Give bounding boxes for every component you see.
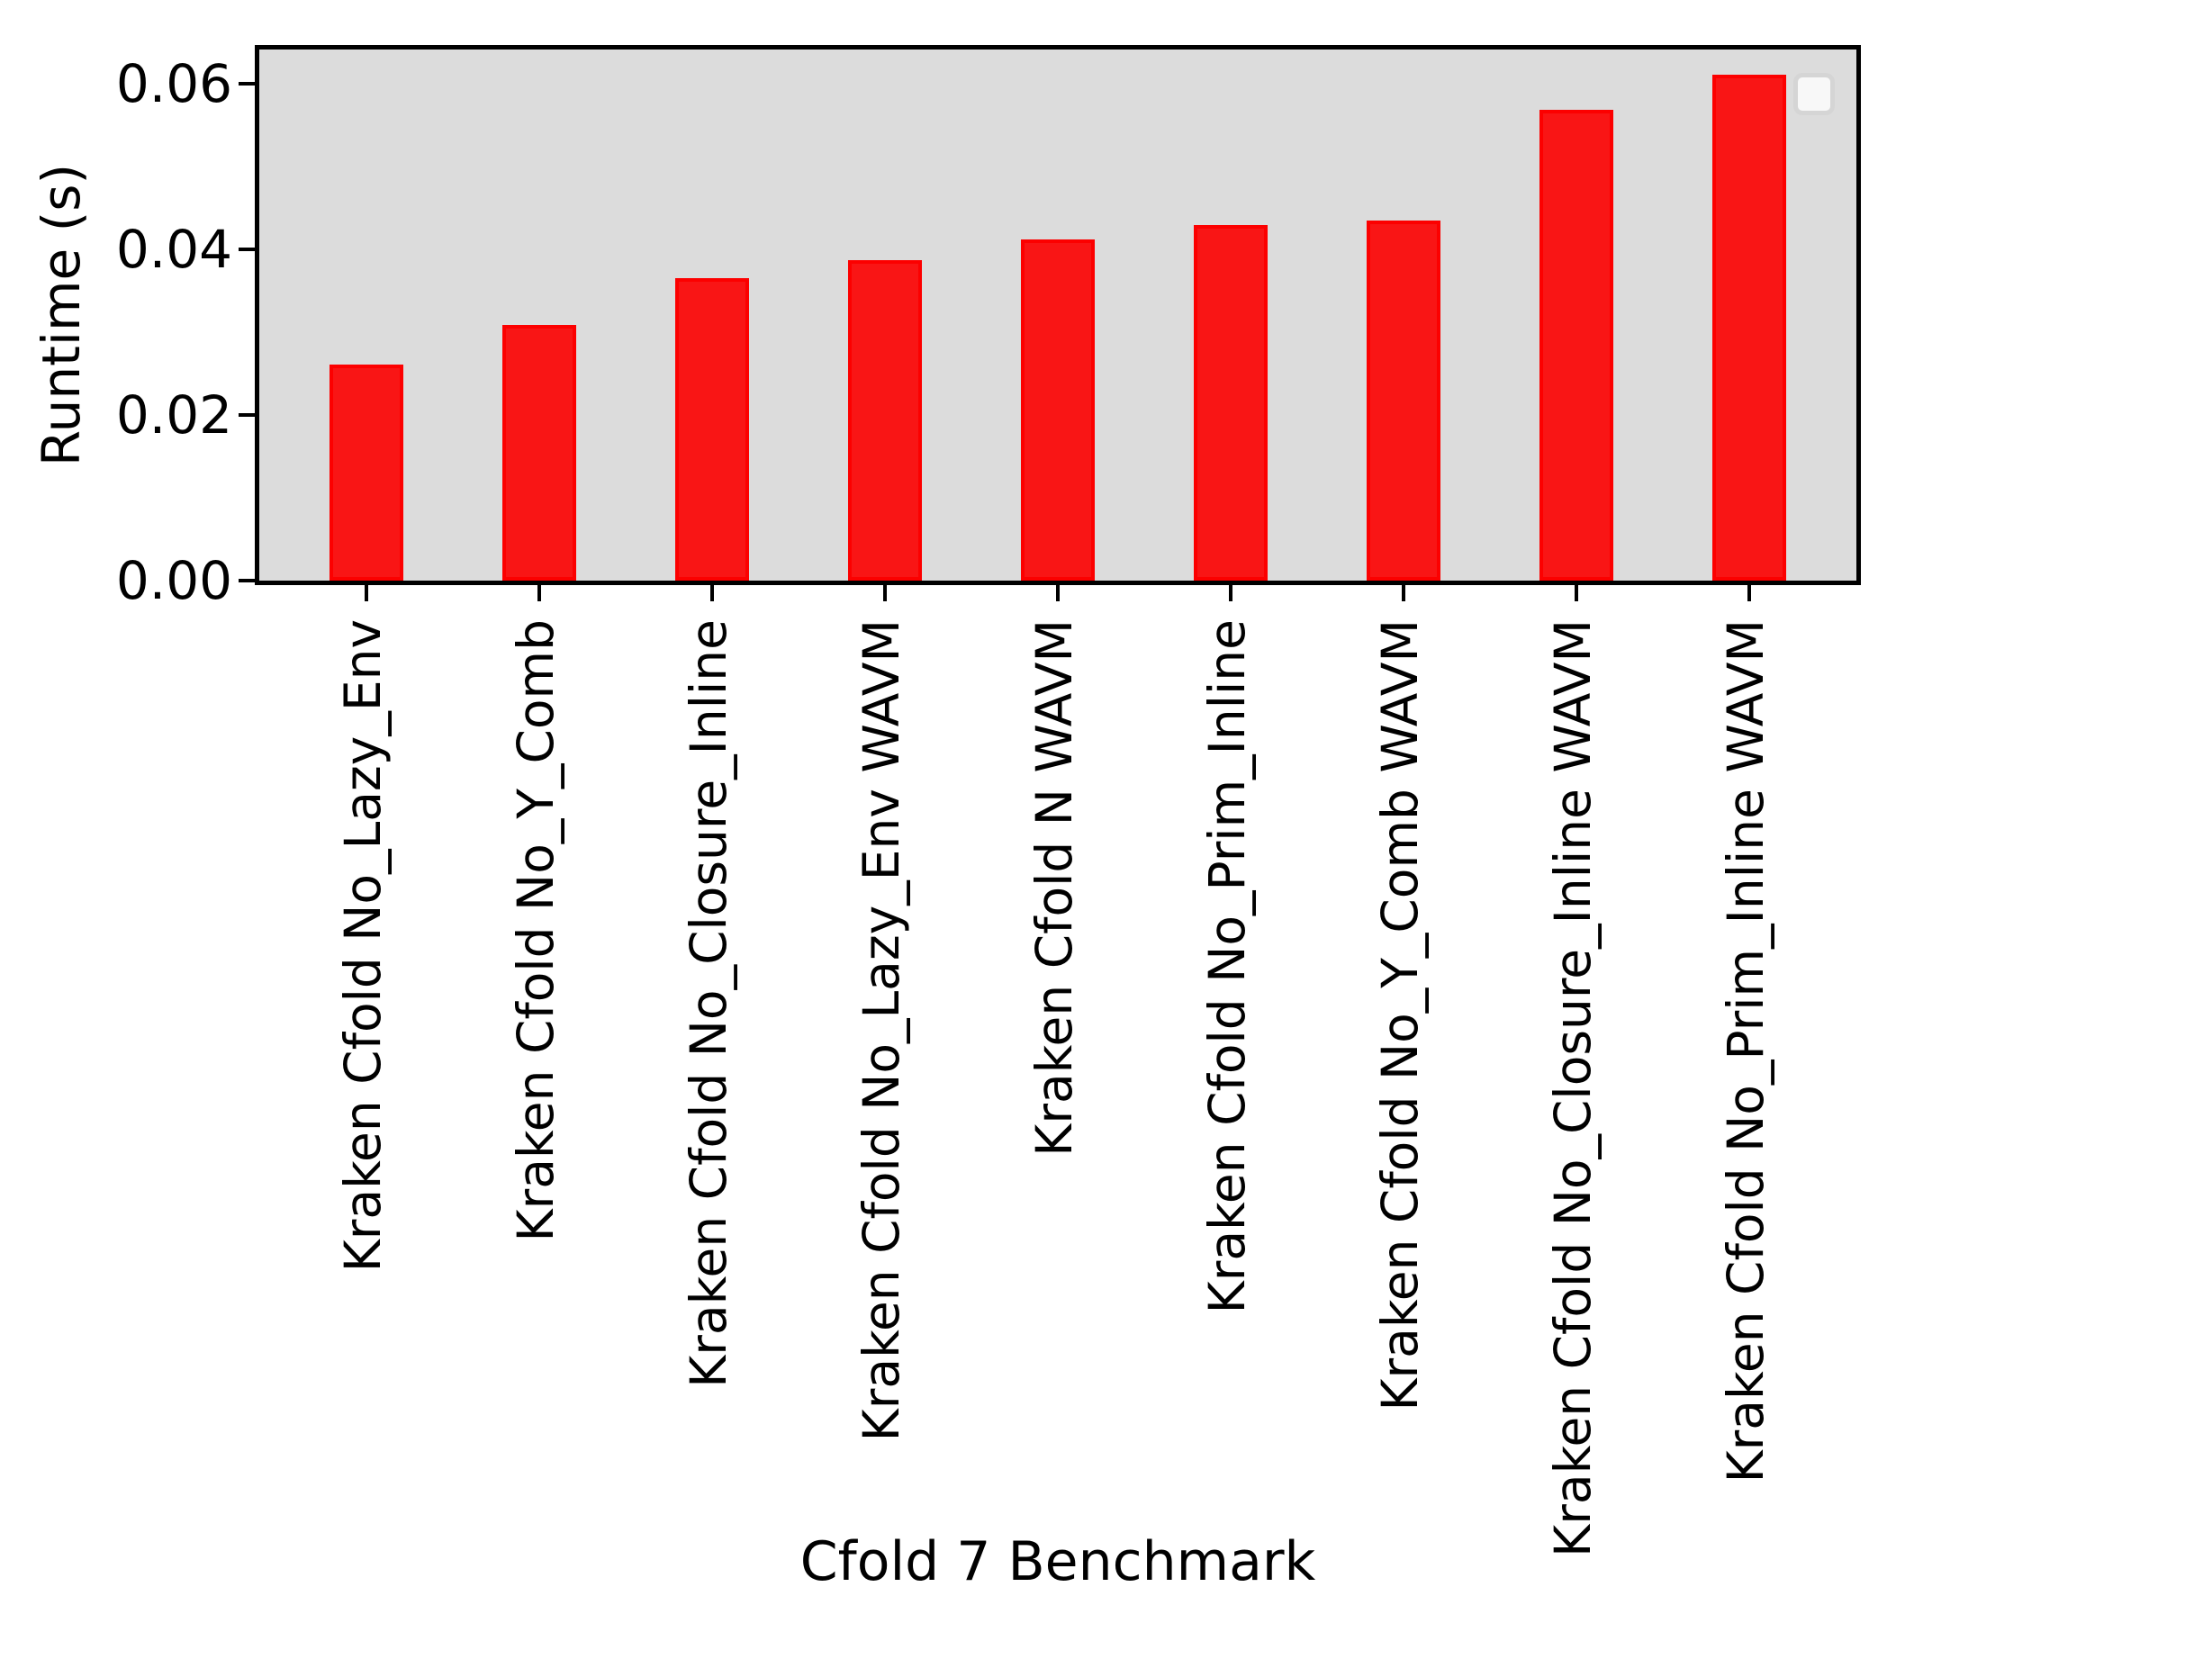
x-tick: [883, 585, 887, 601]
x-tick: [1575, 585, 1578, 601]
x-tick: [1056, 585, 1060, 601]
x-tick-label: Kraken Cfold No_Prim_Inline: [1198, 619, 1256, 1314]
y-tick: [239, 248, 255, 251]
x-tick-label: Kraken Cfold No_Lazy_Env: [334, 619, 392, 1273]
bar: [502, 325, 576, 581]
bar: [1539, 110, 1613, 581]
bar: [848, 260, 922, 581]
x-tick: [1229, 585, 1232, 601]
x-tick-label: Kraken Cfold No_Lazy_Env WAVM: [853, 619, 910, 1442]
y-axis-label: Runtime (s): [31, 163, 92, 467]
y-tick: [239, 82, 255, 86]
bar: [1367, 221, 1440, 581]
x-tick: [365, 585, 368, 601]
bar: [1712, 75, 1786, 581]
bar: [1021, 239, 1095, 581]
bar: [675, 278, 749, 581]
x-axis-title: Cfold 7 Benchmark: [799, 1530, 1316, 1593]
x-tick-label: Kraken Cfold No_Y_Comb WAVM: [1371, 619, 1429, 1411]
y-tick-label: 0.06: [115, 53, 232, 114]
y-tick: [239, 579, 255, 582]
y-tick-label: 0.04: [115, 219, 232, 280]
x-tick: [1402, 585, 1405, 601]
x-tick-label: Kraken Cfold No_Prim_Inline WAVM: [1717, 619, 1774, 1483]
x-tick: [710, 585, 714, 601]
x-tick: [1747, 585, 1751, 601]
x-tick-label: Kraken Cfold No_Y_Comb: [507, 619, 564, 1242]
y-tick-label: 0.02: [115, 384, 232, 446]
y-tick-label: 0.00: [115, 550, 232, 611]
plot-inner-area: [259, 50, 1856, 581]
x-tick: [537, 585, 541, 601]
bar: [330, 365, 403, 581]
x-tick-label: Kraken Cfold No_Closure_Inline WAVM: [1544, 619, 1602, 1557]
legend-box: [1793, 73, 1835, 115]
x-tick-label: Kraken Cfold No_Closure_Inline: [680, 619, 737, 1388]
y-tick: [239, 413, 255, 417]
x-tick-label: Kraken Cfold N WAVM: [1025, 619, 1083, 1157]
bar: [1194, 225, 1268, 581]
